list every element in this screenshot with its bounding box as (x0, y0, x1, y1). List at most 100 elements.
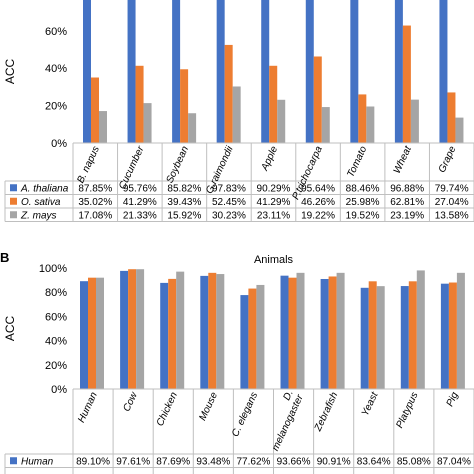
panel-2-data-label: 83.64% (357, 456, 391, 467)
panel-2-category-label: Mouse (197, 390, 220, 422)
panel-1-category-label: Tomato (345, 144, 369, 179)
panel-1-data-label: 85.82% (167, 183, 201, 194)
panel-2-bar (168, 278, 177, 389)
panel-1-data-label: 23.19% (390, 210, 424, 221)
panel-1-bar (358, 94, 367, 143)
panel-1-legend-swatch (10, 211, 17, 219)
panel-1-y-tick-label: 20% (45, 101, 67, 113)
panel-1-bar (143, 103, 152, 143)
panel-2-bar (208, 272, 217, 389)
panel-2-bar (296, 272, 305, 389)
panel-2-category-label: Zebrafish (312, 390, 340, 434)
panel-1-bar (172, 0, 181, 143)
panel-2-legend-swatch (10, 457, 17, 465)
panel-1-data-label: 30.23% (212, 210, 246, 221)
panel-2-data-label: 90.91% (317, 456, 351, 467)
panel-1-bar (91, 77, 99, 143)
panel-1-bar (313, 56, 322, 143)
panel-1-data-label: 13.58% (435, 210, 469, 221)
panel-2-bar (136, 269, 145, 389)
panel-1-data-label: 21.33% (123, 210, 157, 221)
panel-2-y-axis-label: ACC (3, 316, 17, 342)
panel-2-bar (176, 271, 185, 389)
panel-1-data-label: 90.29% (257, 183, 291, 194)
panel-1-bar (350, 0, 359, 143)
panel-2-data-label: 97.61% (116, 456, 150, 467)
panel-1-bar (305, 0, 314, 143)
panel-1-data-label: 52.45% (212, 197, 246, 208)
panel-1-bar (269, 65, 278, 143)
panel-2-bar (200, 275, 209, 389)
panel-1-category-label: Soybean (164, 144, 191, 185)
panel-1-data-label: 15.92% (167, 210, 201, 221)
panel-2-category-label: Cow (121, 390, 140, 413)
panel-2-bar (400, 286, 409, 389)
panel-1-y-axis-label: ACC (3, 59, 17, 85)
panel-1-data-label: 41.29% (257, 197, 291, 208)
panel-1-data-label: 88.46% (346, 183, 380, 194)
panel-2-bar (328, 276, 337, 389)
panel-1-category-label: Wheat (392, 144, 415, 176)
panel-1-data-label: 17.08% (78, 210, 112, 221)
panel-2-data-label: 93.66% (277, 456, 311, 467)
panel-1-data-label: 35.02% (78, 197, 112, 208)
panel-1-legend-label: O. sativa (21, 197, 61, 208)
panel-2-chart-title: Animals (254, 254, 294, 266)
panel-2-bar (456, 272, 465, 389)
panel-2-bar (256, 284, 265, 389)
panel-2-bar (128, 269, 137, 389)
panel-1-data-label: 87.85% (78, 183, 112, 194)
panel-2-y-tick-label: 60% (45, 311, 67, 323)
panel-1-bar (366, 106, 375, 143)
panel-1-bar (410, 99, 419, 143)
panel-1-y-tick-label: 40% (45, 63, 67, 75)
panel-1-bar (321, 107, 330, 143)
panel-2-data-label: 87.69% (156, 456, 190, 467)
panel-2-bar (448, 282, 457, 389)
panel-2-data-label: 89.10% (76, 456, 110, 467)
panel-1-data-label: 95.64% (301, 183, 335, 194)
panel-1-data-label: 95.76% (123, 183, 157, 194)
panel-1-bar (188, 113, 197, 143)
panel-1-data-label: 96.88% (390, 183, 424, 194)
panel-2-bar (160, 282, 169, 389)
panel-2-bar (96, 277, 104, 389)
panel-2-category-label: Chicken (155, 390, 180, 428)
panel-1-data-label: 19.52% (346, 210, 380, 221)
panel-1-data-label: 25.98% (346, 197, 380, 208)
panel-1-category-label: Apple (259, 144, 280, 173)
panel-1-data-label: 97.83% (212, 183, 246, 194)
panel-2-y-tick-label: 40% (45, 336, 67, 348)
panel-2-bar (216, 274, 225, 389)
panel-2-y-tick-label: 20% (45, 360, 67, 372)
panel-1-bar (127, 0, 136, 143)
panel-1-legend-label: A. thaliana (20, 183, 69, 194)
panel-2-category-label: C. elegans (230, 391, 260, 439)
panel-1-bar (402, 25, 411, 143)
panel-1-data-label: 27.04% (435, 197, 469, 208)
panel-2-bar (360, 287, 369, 389)
panel-1-data-label: 62.81% (390, 197, 424, 208)
panel-2-bar (120, 270, 129, 389)
panel-1-category-label: B. napus (75, 145, 102, 185)
panel-1-bar (135, 65, 144, 143)
panel-2-y-tick-label: 100% (39, 263, 67, 275)
panel-1-data-label: 39.43% (167, 197, 201, 208)
panel-1-bar (232, 86, 241, 143)
panel-2-legend-label: Human (21, 456, 54, 467)
panel-1-bar (455, 117, 464, 143)
panel-1-bar (224, 44, 233, 143)
panel-1-category-label: Grape (437, 144, 459, 174)
panel-1-bar (99, 111, 107, 143)
panel-2-category-label: Human (76, 390, 100, 424)
panel-1-y-tick-label: 60% (45, 26, 67, 38)
panel-2-bar (280, 275, 289, 389)
panel-2-data-label: 93.48% (196, 456, 230, 467)
panel-1-data-label: 46.26% (301, 197, 335, 208)
panel-2-panel-letter: B (0, 250, 9, 265)
panel-1-data-label: 79.74% (435, 183, 469, 194)
panel-1-data-label: 19.22% (301, 210, 335, 221)
panel-1-legend-label: Z. mays (20, 210, 57, 221)
panel-2-bar (368, 281, 377, 389)
